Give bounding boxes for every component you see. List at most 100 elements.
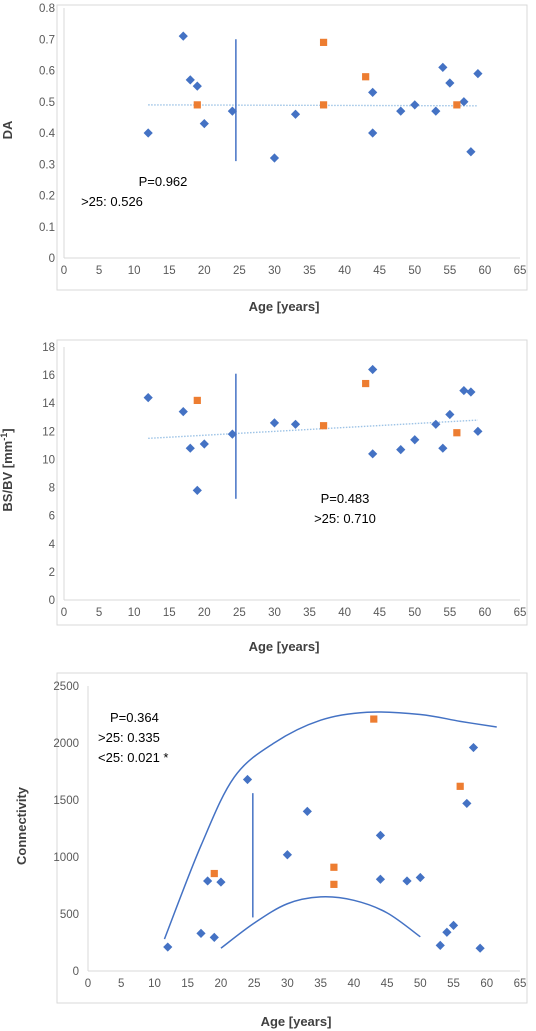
- x-tick-label: 25: [233, 265, 246, 277]
- diamond-point: [178, 407, 188, 417]
- x-axis-label: Age [years]: [249, 299, 320, 314]
- diamond-point: [203, 876, 213, 886]
- y-axis-label-text: Connectivity: [14, 786, 29, 865]
- y-tick-label: 2500: [53, 681, 79, 693]
- diamond-point: [459, 385, 469, 396]
- y-tick-label: 0.3: [39, 159, 55, 171]
- y-tick-label: 0: [49, 595, 55, 607]
- x-tick-label: 50: [408, 607, 421, 619]
- diamond-point: [143, 128, 153, 138]
- y-axis-label-end: ]: [0, 428, 15, 432]
- diamond-point: [410, 100, 420, 110]
- x-tick-label: 40: [347, 978, 360, 990]
- square-point: [456, 782, 464, 790]
- x-tick-label: 35: [303, 607, 316, 619]
- diamond-point: [375, 830, 386, 840]
- lower-envelope-curve: [220, 896, 421, 949]
- diamond-point: [368, 449, 378, 459]
- x-axis-label: Age [years]: [261, 1014, 332, 1029]
- diamond-point: [185, 75, 195, 85]
- diamond-point: [415, 872, 425, 883]
- square-point: [362, 379, 370, 388]
- x-tick-label: 40: [338, 607, 351, 619]
- panel-bsbv: 0 5 10 15 20 25 30 35 40 45 50 55 60 65 0 2 4 6 8 10 12 14 16 1…: [0, 339, 528, 654]
- diamond-point: [290, 419, 301, 429]
- x-tick-label: 60: [479, 265, 492, 277]
- y-axis-label: Connectivity: [14, 786, 29, 865]
- y-tick-label: 12: [42, 426, 55, 438]
- y-tick-label: 0: [73, 966, 79, 978]
- x-tick-label: 25: [233, 607, 246, 619]
- diamond-point: [209, 932, 219, 942]
- diamond-point: [445, 409, 455, 420]
- x-tick-label: 5: [96, 265, 102, 277]
- panel-connectivity: 0 5 10 15 20 25 30 35 40 45 50 55 60 65 0 500 1000 1500 20…: [14, 672, 528, 1029]
- upper-envelope-curve: [163, 711, 497, 940]
- square-point: [453, 429, 461, 437]
- x-tick-label: 50: [414, 978, 427, 990]
- diamond-point: [368, 128, 378, 138]
- diamond-point: [290, 109, 301, 119]
- stat-annotation: P=0.483: [321, 491, 370, 506]
- diamond-point: [199, 119, 209, 129]
- chart-frame: [56, 339, 528, 626]
- diamond-point: [396, 445, 406, 455]
- square-point: [319, 422, 328, 430]
- y-tick-label: 18: [42, 342, 55, 354]
- x-tick-label: 10: [148, 978, 161, 990]
- diamond-point: [227, 429, 237, 439]
- x-tick-label: 60: [479, 607, 492, 619]
- diamond-point: [216, 877, 226, 887]
- x-tick-label: 45: [373, 265, 386, 277]
- diamond-point: [435, 940, 445, 950]
- diamond-point: [368, 87, 378, 97]
- x-tick-label: 35: [303, 265, 316, 277]
- y-tick-label: 0: [49, 253, 55, 265]
- diamond-point: [368, 364, 378, 375]
- diamond-point: [445, 78, 455, 88]
- y-tick-label: 14: [42, 398, 55, 410]
- diamond-point: [163, 942, 173, 952]
- y-axis-label: BS/BV [mm-1]: [0, 428, 15, 511]
- diamond-point: [402, 876, 412, 886]
- x-axis-label: Age [years]: [249, 639, 320, 654]
- x-tick-label: 15: [163, 265, 176, 277]
- diamond-point: [196, 928, 206, 938]
- x-tick-label: 10: [128, 607, 141, 619]
- y-tick-label: 0.7: [39, 34, 55, 46]
- diamond-point: [375, 874, 386, 884]
- y-tick-label: 1500: [53, 795, 79, 807]
- diamond-point: [192, 485, 202, 495]
- diamond-point: [269, 418, 280, 428]
- diamond-point: [185, 443, 195, 453]
- y-tick-label: 0.6: [39, 66, 55, 78]
- chart-frame: [56, 4, 528, 291]
- diamond-point: [442, 927, 452, 937]
- diamond-point: [178, 31, 188, 41]
- y-tick-label: 0.4: [39, 128, 56, 140]
- y-axis-label: DA: [0, 120, 15, 139]
- stat-annotation: >25: 0.710: [314, 511, 376, 526]
- x-tick-label: 20: [198, 265, 211, 277]
- y-tick-label: 0.1: [39, 222, 55, 234]
- diamond-point: [448, 920, 459, 930]
- diamond-point: [438, 443, 448, 453]
- trendline: [148, 419, 478, 440]
- y-axis-label-text: DA: [0, 120, 15, 139]
- x-tick-label: 20: [215, 978, 228, 990]
- y-tick-label: 2: [49, 567, 55, 579]
- diamond-point: [227, 106, 237, 116]
- y-tick-label: 2000: [53, 738, 79, 750]
- y-tick-label: 8: [49, 483, 55, 495]
- x-tick-label: 50: [408, 265, 421, 277]
- diamond-point: [192, 81, 202, 91]
- y-tick-label: 16: [42, 370, 55, 382]
- x-tick-label: 15: [163, 607, 176, 619]
- x-tick-label: 35: [314, 978, 327, 990]
- diamond-point: [199, 439, 209, 449]
- x-tick-label: 0: [85, 978, 91, 990]
- diamond-point: [431, 419, 441, 429]
- y-axis-label-sup: -1: [0, 433, 9, 441]
- y-tick-label: 4: [49, 539, 56, 551]
